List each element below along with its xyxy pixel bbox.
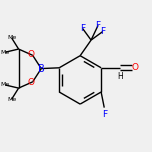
Text: F: F bbox=[102, 111, 107, 119]
Text: H: H bbox=[117, 72, 123, 81]
Text: O: O bbox=[27, 50, 34, 59]
Text: F: F bbox=[100, 27, 105, 36]
Text: F: F bbox=[80, 24, 85, 33]
Text: O: O bbox=[27, 78, 34, 87]
Text: Me: Me bbox=[1, 83, 10, 88]
Text: Me: Me bbox=[7, 35, 16, 40]
Text: F: F bbox=[96, 21, 101, 30]
Text: Me: Me bbox=[1, 50, 10, 55]
Text: B: B bbox=[38, 64, 45, 74]
Text: Me: Me bbox=[7, 97, 16, 102]
Text: O: O bbox=[131, 63, 138, 72]
